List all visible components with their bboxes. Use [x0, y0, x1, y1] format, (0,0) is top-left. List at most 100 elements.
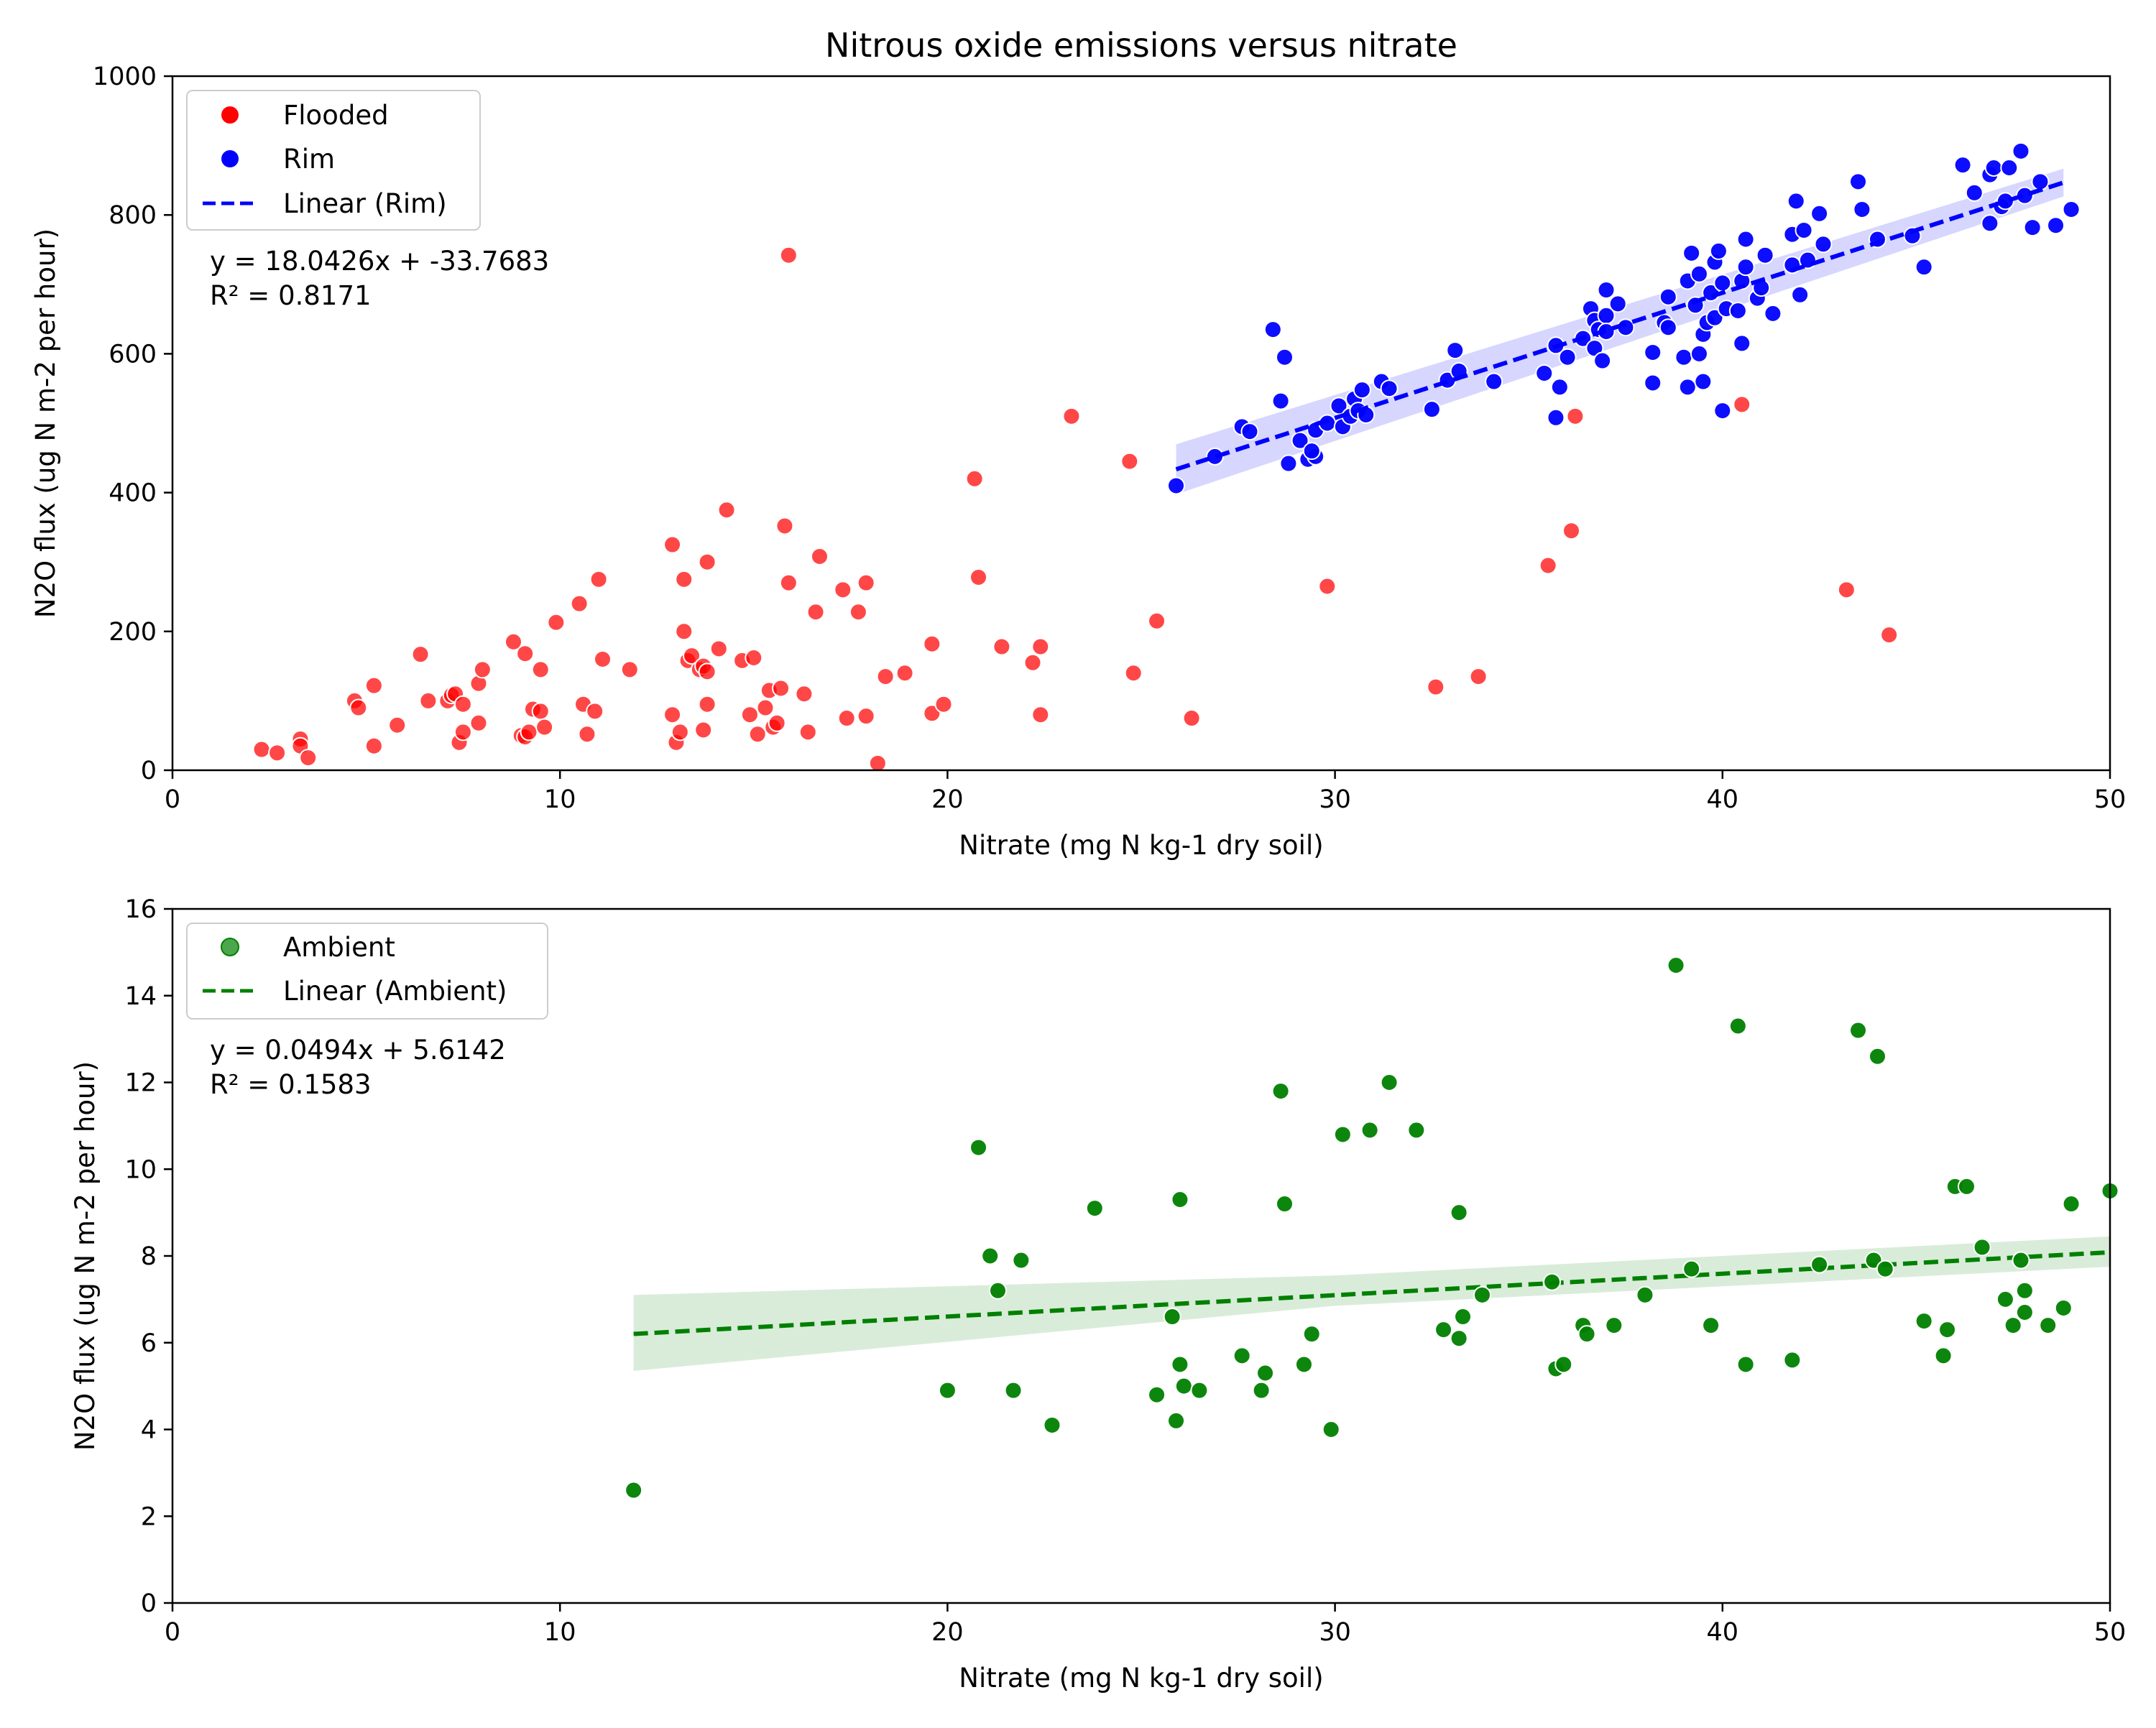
rim-point [1853, 200, 1871, 218]
ambient-point [1577, 1325, 1596, 1344]
ambient-point [1473, 1285, 1491, 1304]
y-tick-label: 12 [124, 1069, 157, 1098]
x-tick-label: 10 [544, 1618, 576, 1647]
ambient-point [2062, 1195, 2081, 1214]
rim-point [1167, 476, 1186, 495]
ambient-point [1605, 1316, 1623, 1335]
rim-point [1276, 348, 1294, 366]
flooded-point [364, 736, 383, 755]
flooded-point [531, 660, 550, 679]
flooded-point [806, 603, 825, 622]
rim-point [1713, 402, 1732, 420]
flooded-point [675, 622, 694, 641]
flooded-point [1031, 637, 1050, 656]
flooded-point [570, 594, 589, 613]
ambient-point [1302, 1325, 1321, 1344]
top-legend: Flooded Rim Linear (Rim) [186, 90, 481, 231]
ambient-point [1450, 1203, 1468, 1222]
y-tick-label: 0 [141, 1589, 157, 1618]
flooded-point [453, 723, 472, 741]
x-tick-label: 10 [544, 785, 576, 814]
ambient-regression-line [633, 1249, 2111, 1336]
flooded-point [1566, 407, 1585, 425]
y-tick-label: 800 [109, 201, 157, 230]
flooded-point [868, 754, 887, 772]
ambient-point [1163, 1308, 1181, 1326]
legend-marker-rim [221, 150, 239, 167]
flooded-point [837, 709, 856, 728]
rim-point [2047, 216, 2065, 235]
flooded-point [698, 662, 717, 681]
ambient-point [1004, 1381, 1023, 1400]
legend-label-rim: Rim [283, 144, 335, 175]
rim-point [1915, 258, 1933, 277]
ambient-point [1876, 1260, 1894, 1278]
rim-point [1713, 274, 1732, 292]
ambient-point [1171, 1355, 1189, 1374]
rim-point [1709, 241, 1728, 260]
rim-point [1953, 156, 1972, 175]
rim-point [1756, 246, 1774, 264]
flooded-point [694, 721, 713, 739]
flooded-point [1124, 664, 1143, 683]
ambient-point [1012, 1251, 1031, 1270]
ambient-point [1271, 1082, 1290, 1101]
top-y-axis-ticks: 0 200 400 600 800 1000 [93, 63, 172, 785]
rim-point [1736, 258, 1755, 277]
x-tick-label: 40 [1707, 1618, 1739, 1647]
y-tick-label: 200 [109, 618, 157, 647]
top-plot-frame [171, 75, 2111, 772]
rim-point [1764, 304, 1782, 323]
rim-point [1659, 318, 1677, 337]
flooded-point [1023, 653, 1042, 672]
top-regression-equation: y = 18.0426x + -33.7683 [210, 246, 549, 277]
ambient-point [938, 1381, 957, 1400]
top-chart: Nitrous oxide emissions versus nitrate 0… [30, 26, 2126, 861]
rim-point [1263, 320, 1282, 339]
bottom-chart: 0 10 20 30 40 50 0 2 4 6 8 10 12 14 16 Nitrate (mg N … [70, 895, 2126, 1694]
flooded-point [453, 695, 472, 713]
rim-point [1291, 431, 1309, 450]
ambient-point [1360, 1121, 1379, 1140]
ambient-point [1554, 1355, 1573, 1374]
flooded-point [934, 695, 953, 713]
ambient-point [1148, 1385, 1166, 1404]
flooded-point [620, 660, 639, 679]
ambient-point [2054, 1298, 2073, 1317]
rim-point [1791, 285, 1810, 304]
legend-label-flooded: Flooded [283, 100, 389, 131]
flooded-point [671, 723, 689, 741]
legend-label-linear-rim: Linear (Rim) [283, 188, 447, 219]
flooded-point [675, 570, 694, 588]
flooded-point [1182, 709, 1201, 728]
flooded-point [965, 469, 984, 488]
bottom-legend-box [186, 923, 548, 1020]
flooded-point [709, 639, 728, 658]
legend-label-ambient: Ambient [283, 932, 395, 963]
ambient-trend-confidence-band [633, 1236, 2111, 1371]
rim-point [1205, 447, 1224, 466]
ambient-point [1174, 1377, 1193, 1395]
ambient-point [1167, 1411, 1186, 1430]
rim-trend-line [1175, 180, 2065, 472]
y-tick-label: 10 [124, 1155, 157, 1184]
rim-point [1302, 442, 1321, 461]
flooded-point [756, 698, 775, 717]
rim-point [1279, 454, 1298, 473]
ambient-point [988, 1281, 1007, 1300]
flooded-point [594, 650, 612, 668]
flooded-point [1062, 407, 1081, 425]
flooded-point [779, 573, 798, 592]
ambient-point [1294, 1355, 1313, 1374]
flooded-point [520, 723, 538, 741]
rim-point [1965, 183, 1984, 202]
flooded-point [1427, 678, 1445, 696]
ambient-point [1543, 1272, 1562, 1291]
flooded-point [663, 706, 682, 724]
ambient-point [1407, 1121, 1426, 1140]
flooded-point [516, 644, 535, 663]
flooded-point [698, 695, 717, 713]
rim-point [1849, 172, 1868, 191]
flooded-point [469, 713, 488, 732]
legend-label-linear-ambient: Linear (Ambient) [283, 976, 507, 1007]
